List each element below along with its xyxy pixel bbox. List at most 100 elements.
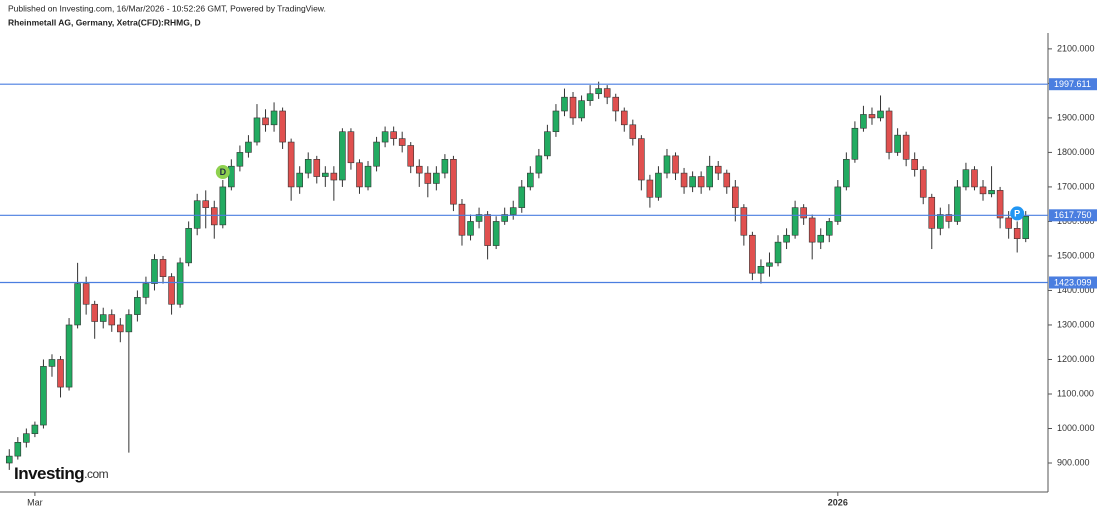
candle-body — [151, 259, 158, 284]
candle-body — [253, 117, 261, 143]
candle-body — [706, 165, 713, 188]
candle-body — [159, 259, 167, 277]
y-tick-label: 1000.000 — [1057, 423, 1095, 433]
candle-body — [270, 110, 278, 126]
candle-body — [210, 207, 218, 226]
candle-body — [877, 110, 884, 119]
candle-body — [509, 207, 517, 215]
level-label-box — [1049, 78, 1097, 91]
symbol-title: Rheinmetall AG, Germany, Xetra(CFD):RHMG… — [8, 17, 201, 27]
candle-body — [928, 196, 936, 229]
candle-body — [988, 190, 995, 195]
event-marker — [215, 165, 230, 180]
event-marker — [1010, 206, 1025, 221]
candle-body — [919, 169, 927, 198]
level-label: 1997.611 — [1054, 79, 1091, 89]
candle-body — [82, 283, 90, 305]
y-tick-label: 1800.000 — [1057, 147, 1095, 157]
y-tick-label: 1500.000 — [1057, 250, 1095, 260]
candle-body — [313, 159, 321, 177]
candle-body — [14, 442, 22, 457]
candle-body — [757, 265, 765, 274]
level-label-box — [1049, 276, 1097, 289]
candle-body — [825, 221, 833, 236]
candle-body — [996, 190, 1004, 219]
candle-body — [330, 172, 338, 181]
candle-body — [655, 172, 662, 198]
candle-body — [347, 131, 355, 164]
candle-body — [390, 131, 397, 139]
y-tick-label: 900.000 — [1057, 457, 1090, 467]
candle-body — [860, 114, 867, 129]
candle-body — [125, 314, 133, 333]
candle-body — [176, 262, 184, 305]
candle-body — [134, 297, 141, 315]
y-tick-label: 2100.000 — [1057, 43, 1095, 53]
candle-body — [638, 138, 645, 181]
candle-body — [646, 179, 654, 198]
event-marker-label: P — [1014, 208, 1020, 218]
candle-body — [834, 186, 842, 222]
candle-body — [954, 186, 961, 222]
candle-body — [279, 110, 286, 143]
candle-body — [373, 141, 380, 167]
candle-body — [740, 207, 748, 236]
candle-body — [663, 155, 671, 174]
candle-body — [458, 203, 466, 236]
y-tick-label: 1200.000 — [1057, 354, 1095, 364]
candle-body — [911, 159, 918, 170]
candle-body — [612, 96, 620, 112]
y-tick-label: 1100.000 — [1057, 388, 1094, 398]
candle-body — [578, 100, 585, 119]
candle-body — [304, 159, 312, 174]
candle-body — [723, 172, 731, 188]
candle-body — [48, 359, 56, 367]
candle-body — [561, 96, 568, 112]
candle-body — [843, 159, 850, 188]
candle-body — [219, 186, 227, 226]
candle-body — [766, 262, 773, 267]
candle-body — [783, 234, 790, 243]
candle-body — [544, 131, 551, 157]
logo: Investing.com — [14, 464, 109, 483]
event-marker-label: D — [220, 167, 227, 177]
y-tick-label: 1700.000 — [1057, 181, 1095, 191]
level-label-box — [1049, 209, 1097, 222]
candle-body — [475, 214, 483, 222]
candle-body — [142, 283, 150, 298]
candle-body — [672, 155, 679, 174]
candle-body — [962, 169, 970, 188]
candle-body — [979, 186, 987, 195]
candle-body — [339, 131, 346, 181]
candle-body — [749, 234, 756, 274]
candle-body — [91, 303, 98, 322]
candle-body — [1022, 215, 1030, 239]
candle-body — [168, 276, 175, 305]
candle-body — [433, 172, 440, 184]
x-tick-label: 2026 — [828, 497, 848, 507]
candle-body — [800, 207, 807, 219]
y-tick-label: 1900.000 — [1057, 112, 1095, 122]
candle-body — [262, 117, 269, 126]
candle-body — [527, 172, 534, 188]
candle-body — [424, 172, 432, 184]
candle-body — [552, 110, 560, 133]
candle-body — [228, 165, 235, 188]
candle-body — [193, 200, 201, 229]
candle-body — [492, 221, 500, 246]
logo-suffix: .com — [84, 467, 109, 481]
candle-body — [714, 165, 722, 174]
candle-body — [245, 141, 252, 153]
candle-body — [697, 176, 705, 188]
candle-body — [74, 283, 81, 326]
candle-body — [868, 114, 876, 119]
candle-body — [185, 228, 192, 264]
candle-body — [23, 433, 30, 443]
candle-body — [356, 162, 363, 188]
candle-body — [1005, 217, 1012, 229]
candle-body — [57, 359, 64, 388]
candle-body — [202, 200, 210, 208]
candle-body — [689, 176, 696, 188]
logo-brand: Investing — [14, 464, 84, 483]
